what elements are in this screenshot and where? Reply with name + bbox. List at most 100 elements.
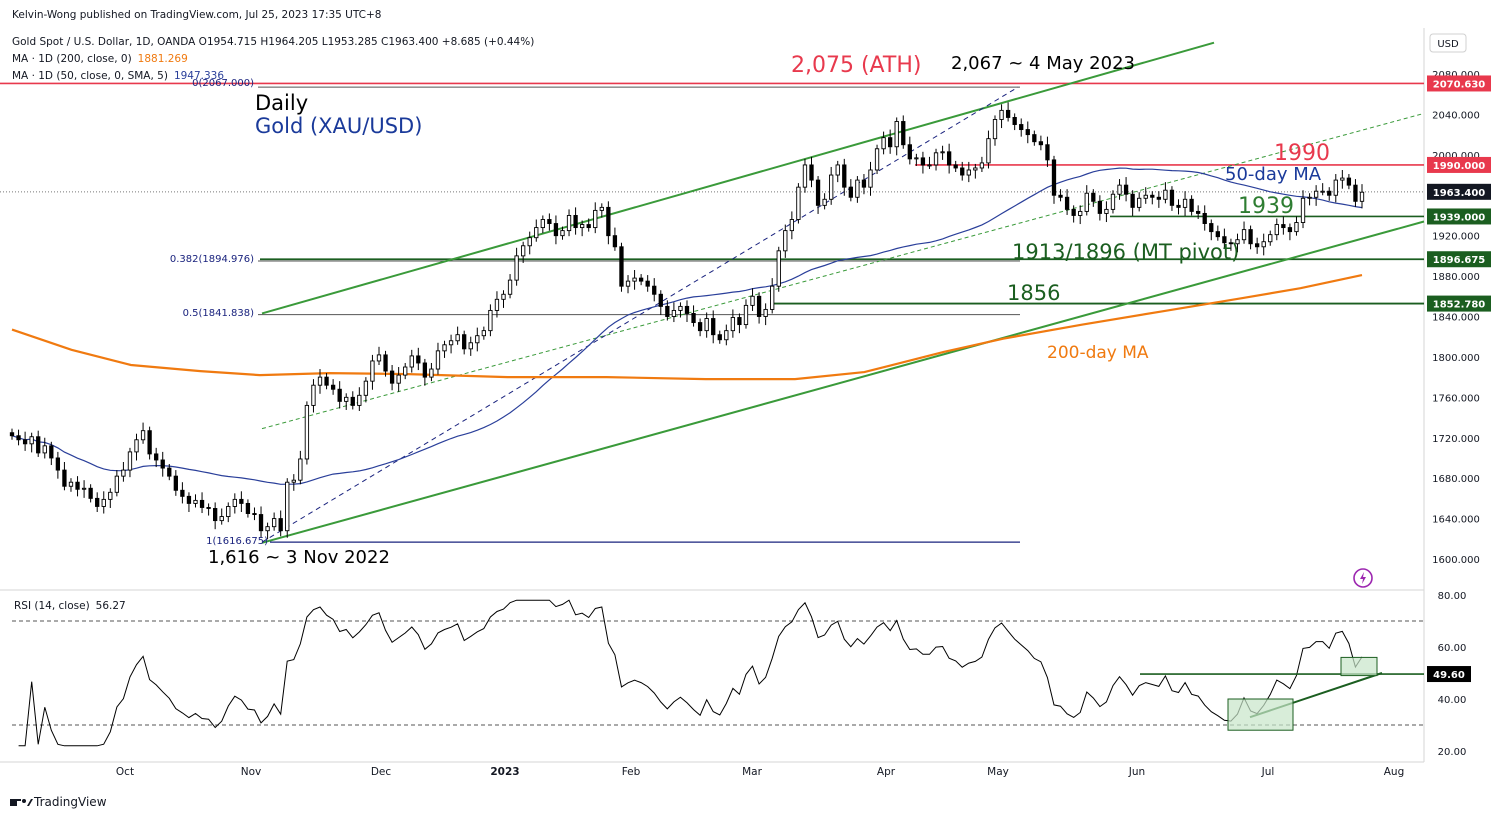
svg-text:2070.630: 2070.630	[1433, 79, 1486, 90]
candle	[881, 131, 886, 155]
pivot-label: 1913/1896 (MT pivot)	[1012, 240, 1239, 264]
candle	[245, 499, 251, 518]
candle	[1209, 219, 1214, 241]
candle	[239, 491, 244, 513]
candle	[1110, 190, 1116, 214]
instrument-label: Gold (XAU/USD)	[255, 114, 422, 138]
candle	[815, 176, 821, 214]
candle	[1189, 195, 1194, 216]
candle	[1032, 130, 1037, 146]
candle	[606, 201, 611, 245]
candle	[481, 326, 486, 340]
time-tick-label: Nov	[241, 766, 262, 778]
candle	[81, 480, 87, 498]
candle	[199, 492, 205, 514]
candle	[62, 462, 67, 491]
candle	[1294, 216, 1299, 236]
candle	[671, 302, 677, 323]
candle	[1071, 205, 1076, 223]
candle	[822, 193, 827, 210]
candle	[291, 474, 296, 491]
candle	[16, 429, 21, 446]
symbol-line: Gold Spot / U.S. Dollar, 1D, OANDA O1954…	[12, 36, 534, 48]
candle	[1241, 221, 1247, 244]
ma50-line	[11, 167, 1363, 485]
candle	[389, 365, 395, 391]
candle	[1261, 233, 1266, 256]
candle	[252, 507, 257, 521]
candle	[55, 451, 61, 479]
candle	[1333, 174, 1338, 203]
candle	[612, 227, 618, 251]
candle	[363, 377, 369, 403]
price-tick-label: 1720.000	[1432, 434, 1480, 445]
rsi-tick-label: 20.00	[1438, 747, 1467, 758]
candle	[258, 506, 264, 538]
candle	[1005, 102, 1011, 122]
candle	[560, 226, 565, 240]
candle	[435, 342, 441, 375]
candle	[173, 470, 178, 496]
candle	[1300, 190, 1306, 229]
rsi-tick-label: 40.00	[1438, 695, 1467, 706]
candle	[802, 158, 808, 193]
time-tick-label: Aug	[1384, 766, 1405, 778]
time-tick-label: Feb	[622, 766, 641, 778]
rsi-tick-label: 80.00	[1438, 591, 1467, 602]
svg-text:1963.400: 1963.400	[1433, 188, 1486, 199]
candle	[160, 451, 165, 477]
channel-lower-line	[261, 220, 1425, 544]
candle	[429, 362, 434, 382]
ma50-legend-label: MA · 1D (50, close, 0, SMA, 5)	[12, 70, 168, 82]
candle	[1222, 228, 1227, 249]
price-tag-l1939: 1939.000	[1427, 208, 1491, 225]
candle	[861, 174, 867, 195]
candle	[966, 161, 971, 183]
ma50-legend-value: 1947.336	[174, 70, 224, 82]
candle	[304, 401, 310, 465]
candle	[1228, 238, 1234, 251]
candle	[278, 510, 283, 537]
candle	[540, 215, 545, 234]
candle	[376, 346, 382, 365]
time-tick-label: Jun	[1128, 766, 1145, 778]
rsi-box-low	[1227, 698, 1294, 731]
ath-label: 2,075 (ATH)	[791, 53, 921, 78]
candle	[920, 151, 926, 174]
channel-upper-line	[261, 41, 1215, 315]
candle	[36, 430, 41, 457]
time-tick-label: Dec	[371, 766, 392, 778]
candle	[403, 362, 408, 380]
time-tick-label: Oct	[116, 766, 134, 778]
candle	[553, 215, 559, 245]
candle	[1202, 205, 1207, 231]
currency-badge	[1429, 33, 1467, 53]
candle	[422, 358, 428, 386]
may-high-label: 2,067 ~ 4 May 2023	[951, 53, 1135, 74]
price-tick-label: 1680.000	[1432, 474, 1480, 485]
candle	[1268, 230, 1273, 246]
candle	[992, 115, 998, 146]
candle	[678, 302, 683, 318]
candle	[1274, 218, 1279, 241]
published-line: Kelvin-Wong published on TradingView.com…	[12, 9, 381, 21]
candle	[1281, 216, 1286, 235]
candle	[1327, 187, 1332, 201]
candle	[219, 508, 224, 525]
candle	[658, 290, 663, 315]
candle	[927, 156, 932, 169]
candle	[1215, 225, 1220, 241]
candle	[946, 143, 952, 174]
flash-icon[interactable]	[1353, 568, 1373, 588]
candle	[625, 275, 631, 294]
candle	[1169, 186, 1175, 211]
candle	[448, 334, 454, 354]
candle	[737, 313, 742, 334]
candle	[645, 275, 650, 292]
price-tick-label: 2000.000	[1432, 151, 1480, 162]
price-tag-l1990: 1990.000	[1427, 156, 1491, 173]
candle	[475, 327, 480, 352]
candle	[835, 160, 840, 183]
candle	[1019, 118, 1024, 137]
fib-382-label: 0.382(1894.976)	[170, 254, 254, 265]
